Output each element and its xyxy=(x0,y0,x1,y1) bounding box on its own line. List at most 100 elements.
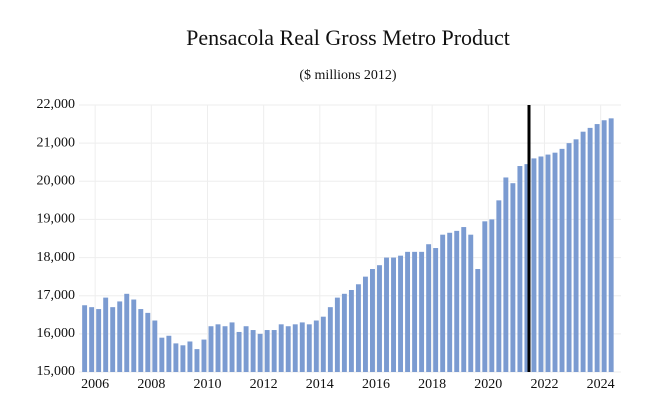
bar xyxy=(271,330,277,372)
bar xyxy=(594,124,600,372)
bar xyxy=(208,326,214,372)
bar xyxy=(89,307,95,372)
bar xyxy=(250,330,256,372)
bar xyxy=(362,276,368,372)
chart-title: Pensacola Real Gross Metro Product xyxy=(186,25,510,50)
bar xyxy=(257,333,263,372)
grid xyxy=(79,104,621,373)
x-tick-label: 2012 xyxy=(250,377,278,392)
bar xyxy=(468,234,474,372)
bar xyxy=(201,339,207,372)
bar xyxy=(222,326,228,372)
bar xyxy=(552,152,558,372)
bar xyxy=(299,322,305,372)
bar xyxy=(496,200,502,372)
bar xyxy=(236,331,242,372)
chart-subtitle: ($ millions 2012) xyxy=(299,68,397,83)
bar xyxy=(243,326,249,372)
y-tick-label: 19,000 xyxy=(37,212,76,227)
x-tick-label: 2024 xyxy=(587,377,615,392)
bar xyxy=(229,322,235,372)
bar xyxy=(173,343,179,372)
bar xyxy=(124,293,130,372)
bar xyxy=(313,320,319,372)
bar xyxy=(285,326,291,372)
bar xyxy=(608,118,614,372)
bar xyxy=(440,234,446,372)
bar xyxy=(601,120,607,372)
bar xyxy=(334,297,340,372)
y-tick-label: 22,000 xyxy=(37,97,76,112)
bar xyxy=(320,316,326,372)
bar xyxy=(103,297,109,372)
x-tick-label: 2022 xyxy=(530,377,558,392)
x-tick-label: 2016 xyxy=(362,377,390,392)
bar xyxy=(292,324,298,372)
bar xyxy=(454,230,460,372)
bar xyxy=(538,156,544,372)
bar xyxy=(482,221,488,372)
bar xyxy=(194,349,200,372)
bar xyxy=(138,309,144,372)
bar xyxy=(215,324,221,372)
bar xyxy=(545,154,551,372)
bar xyxy=(405,251,411,372)
bar xyxy=(117,301,123,372)
y-tick-label: 18,000 xyxy=(37,250,76,265)
bar xyxy=(355,284,361,372)
y-tick-label: 20,000 xyxy=(37,174,76,189)
bar xyxy=(82,305,88,372)
bar xyxy=(580,131,586,372)
x-tick-label: 2010 xyxy=(193,377,221,392)
bars xyxy=(82,118,614,372)
bar xyxy=(96,309,102,372)
bar xyxy=(370,269,375,372)
bar xyxy=(573,139,579,372)
bar xyxy=(510,183,516,372)
bar xyxy=(412,251,418,372)
bar xyxy=(278,324,284,372)
bar xyxy=(587,127,593,372)
y-tick-label: 21,000 xyxy=(37,135,76,150)
bar xyxy=(566,143,572,372)
bar xyxy=(489,219,495,372)
bar xyxy=(398,255,404,372)
bar xyxy=(327,307,333,372)
bar xyxy=(166,335,172,372)
bar xyxy=(475,269,481,372)
x-tick-label: 2006 xyxy=(81,377,109,392)
bar xyxy=(180,345,186,372)
bar xyxy=(461,227,467,372)
bar xyxy=(384,257,389,372)
bar xyxy=(559,148,565,372)
x-tick-label: 2018 xyxy=(418,377,446,392)
bar xyxy=(426,244,432,372)
bar xyxy=(131,299,137,372)
bar xyxy=(187,341,193,372)
bar xyxy=(524,164,530,372)
bar xyxy=(433,248,439,372)
bar xyxy=(306,324,312,372)
bar xyxy=(110,307,116,372)
bar xyxy=(391,257,396,372)
bar xyxy=(348,289,354,372)
bar xyxy=(152,320,158,372)
x-tick-label: 2008 xyxy=(137,377,165,392)
bar xyxy=(503,177,509,372)
bar xyxy=(447,232,453,372)
bar xyxy=(531,158,537,372)
bar xyxy=(264,330,270,372)
x-tick-label: 2014 xyxy=(306,377,334,392)
y-tick-label: 15,000 xyxy=(37,364,76,379)
bar xyxy=(341,293,347,372)
bar xyxy=(377,265,382,372)
y-tick-label: 16,000 xyxy=(37,326,76,341)
x-tick-label: 2020 xyxy=(474,377,502,392)
bar xyxy=(145,312,151,372)
y-tick-label: 17,000 xyxy=(37,288,76,303)
bar xyxy=(517,166,523,372)
bar xyxy=(419,251,425,372)
bar xyxy=(159,337,165,372)
